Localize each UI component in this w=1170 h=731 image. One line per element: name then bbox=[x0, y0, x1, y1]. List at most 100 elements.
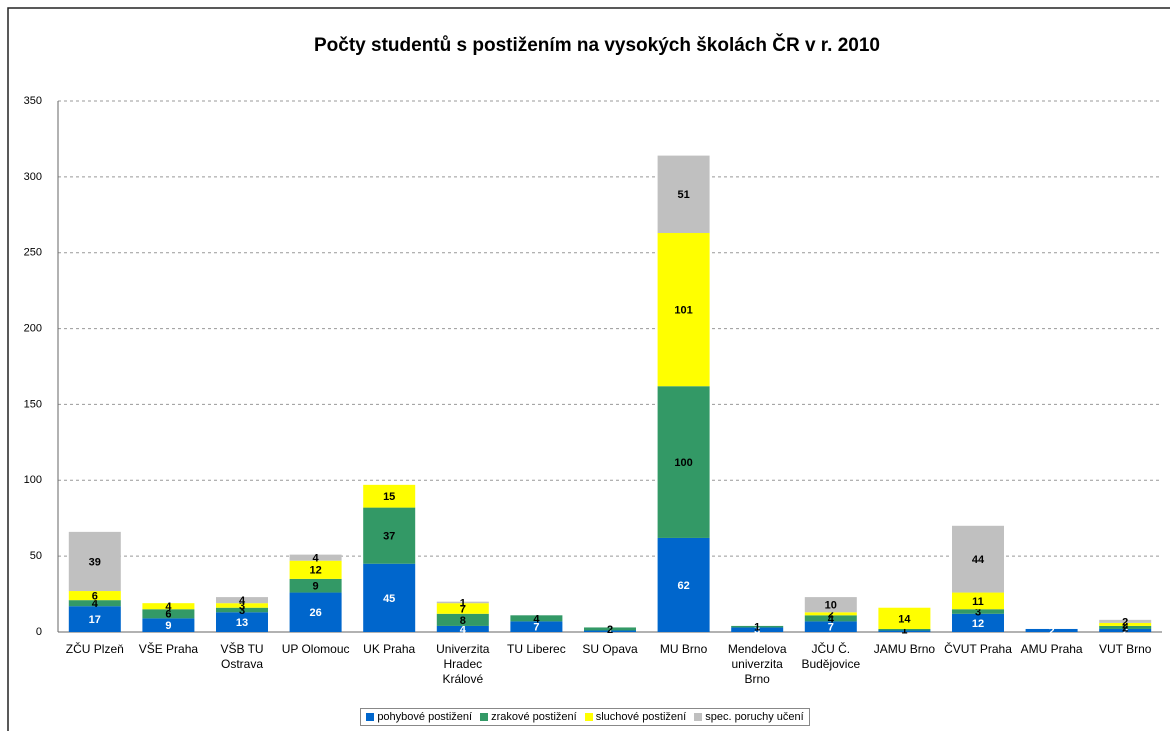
bar-segment bbox=[878, 630, 931, 632]
bar-segment bbox=[657, 155, 710, 233]
bar-segment bbox=[363, 484, 416, 508]
bar-segment bbox=[68, 591, 121, 601]
data-label: 4 bbox=[239, 595, 246, 607]
legend-swatch bbox=[480, 713, 489, 721]
bar-segment bbox=[952, 613, 1004, 632]
bar-segment bbox=[289, 554, 342, 561]
bar-segment bbox=[363, 507, 416, 564]
data-label: 37 bbox=[383, 531, 395, 543]
data-label: 100 bbox=[674, 457, 692, 469]
bar-segment bbox=[878, 607, 931, 629]
data-label: 7 bbox=[460, 603, 466, 615]
bar-segment bbox=[1099, 622, 1152, 626]
bar-segment bbox=[216, 607, 268, 613]
bar-segment bbox=[363, 563, 416, 632]
y-tick-label: 250 bbox=[24, 247, 42, 259]
bar-segment bbox=[804, 615, 857, 622]
data-label: 51 bbox=[677, 189, 689, 201]
bar-segment bbox=[657, 386, 710, 538]
data-label: 101 bbox=[674, 305, 692, 317]
data-label: 9 bbox=[313, 581, 319, 593]
data-label: 45 bbox=[383, 593, 395, 605]
x-tick-label: Univerzita Hradec Králové bbox=[436, 642, 490, 686]
data-label: 2 bbox=[607, 624, 613, 636]
data-label: 3 bbox=[754, 625, 760, 637]
legend-label: pohybové postižení bbox=[377, 711, 473, 723]
bar-segment bbox=[952, 609, 1004, 614]
data-label: 4 bbox=[460, 624, 467, 636]
bar-segment bbox=[436, 603, 489, 614]
y-tick-label: 150 bbox=[24, 398, 42, 410]
data-label: 1 bbox=[460, 597, 466, 609]
x-tick-label: UP Olomouc bbox=[281, 642, 350, 656]
x-tick-label: AMU Praha bbox=[1020, 642, 1083, 656]
data-label: 2 bbox=[1122, 616, 1128, 628]
data-label: 2 bbox=[1049, 625, 1055, 637]
x-tick-label: MU Brno bbox=[659, 642, 708, 656]
data-label: 14 bbox=[898, 613, 911, 625]
data-label: 3 bbox=[975, 606, 981, 618]
x-tick-label: UK Praha bbox=[363, 642, 416, 656]
legend-item: zrakové postižení bbox=[480, 711, 577, 723]
bar-segment bbox=[584, 627, 636, 631]
data-label: 9 bbox=[165, 620, 171, 632]
bar-segment bbox=[142, 618, 195, 632]
bar-segment bbox=[289, 578, 342, 593]
bar-segment bbox=[731, 625, 784, 628]
y-tick-label: 200 bbox=[24, 322, 42, 334]
bar-segment bbox=[68, 531, 121, 592]
bar-segment bbox=[289, 592, 342, 632]
bar-segment bbox=[1099, 619, 1152, 623]
x-tick-label: VUT Brno bbox=[1098, 642, 1152, 656]
bar-segment bbox=[436, 625, 489, 632]
bar-segment bbox=[584, 630, 636, 632]
bar-segment bbox=[68, 606, 121, 632]
bar-segment bbox=[1099, 625, 1152, 629]
x-tick-label: SU Opava bbox=[582, 642, 638, 656]
data-label: 4 bbox=[313, 553, 320, 565]
x-tick-label: JAMU Brno bbox=[873, 642, 936, 656]
data-label: 44 bbox=[972, 554, 985, 566]
bar-segment bbox=[510, 621, 563, 632]
data-label: 6 bbox=[165, 609, 171, 621]
x-tick-label: VŠB TU Ostrava bbox=[220, 642, 264, 671]
legend-label: spec. poruchy učení bbox=[705, 711, 804, 723]
y-tick-label: 300 bbox=[24, 171, 42, 183]
data-label: 1 bbox=[754, 622, 760, 634]
bar-segment bbox=[731, 627, 784, 632]
frame bbox=[7, 7, 1170, 731]
data-label: 12 bbox=[309, 565, 321, 577]
x-tick-label: VŠE Praha bbox=[138, 642, 199, 656]
legend-item: sluchové postižení bbox=[584, 711, 687, 723]
x-tick-label: JČU Č. Budějovice bbox=[801, 642, 861, 671]
bar-segment bbox=[68, 600, 121, 607]
data-label: 3 bbox=[239, 600, 245, 612]
bar-segment bbox=[436, 601, 489, 604]
bar-segment bbox=[657, 232, 710, 387]
data-label: 15 bbox=[383, 491, 395, 503]
data-label: 62 bbox=[677, 580, 689, 592]
data-label: 39 bbox=[89, 556, 101, 568]
legend-swatch bbox=[366, 713, 375, 721]
data-label: 1 bbox=[901, 625, 907, 637]
bar-segment bbox=[1099, 628, 1152, 632]
data-label: 8 bbox=[460, 615, 466, 627]
bar-segment bbox=[142, 609, 195, 619]
legend-swatch bbox=[694, 713, 703, 721]
y-tick-label: 50 bbox=[30, 550, 42, 562]
data-label: 2 bbox=[1122, 625, 1128, 637]
legend-label: sluchové postižení bbox=[595, 711, 687, 723]
data-label: 4 bbox=[92, 598, 99, 610]
y-tick-label: 350 bbox=[24, 95, 42, 107]
data-label: 13 bbox=[236, 617, 248, 629]
data-label: 2 bbox=[828, 609, 834, 621]
data-label: 17 bbox=[89, 614, 101, 626]
bar-segment bbox=[216, 597, 268, 604]
legend-swatch bbox=[584, 713, 593, 721]
legend-box: pohybové postižení zrakové postižení sluch… bbox=[360, 708, 810, 726]
bar-segment bbox=[216, 612, 268, 632]
data-label: 7 bbox=[828, 622, 834, 634]
x-tick-label: TU Liberec bbox=[507, 642, 566, 656]
